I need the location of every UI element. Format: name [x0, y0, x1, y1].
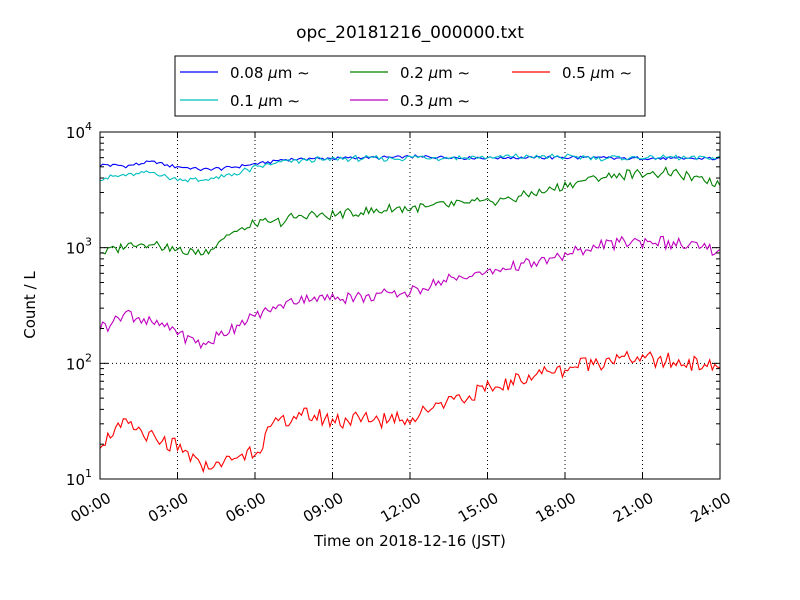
x-tick-label: 21:00: [610, 489, 656, 526]
series-line-0.1: [99, 153, 721, 183]
ticks: [99, 131, 721, 480]
x-tick-label: 15:00: [455, 489, 501, 526]
legend-label: 0.08 μm ∼: [230, 64, 310, 82]
legend-label: 0.3 μm ∼: [400, 92, 470, 110]
chart-title: opc_20181216_000000.txt: [296, 23, 524, 43]
series-line-0.2: [99, 166, 721, 256]
series-line-0.3: [99, 235, 721, 350]
legend-box: [174, 55, 646, 117]
legend-label: 0.1 μm ∼: [230, 92, 300, 110]
grid: [100, 132, 720, 479]
x-tick-label: 03:00: [145, 489, 191, 526]
x-tick-label: 00:00: [68, 489, 114, 526]
x-tick-label: 06:00: [223, 489, 269, 526]
y-axis-label: Count / L: [21, 271, 39, 339]
legend: 0.08 μm ∼ 0.1 μm ∼ 0.2 μm ∼ 0.3 μm ∼ 0.5 μm …: [174, 55, 646, 117]
x-tick-labels: 00:00 03:00 06:00 09:00 12:00 15:00 18:00 21:00…: [68, 489, 734, 526]
y-tick-label: 104: [66, 120, 92, 142]
series-lines: [99, 153, 721, 474]
y-tick-label: 102: [66, 351, 92, 373]
legend-label: 0.5 μm ∼: [562, 64, 632, 82]
x-tick-label: 12:00: [378, 489, 424, 526]
x-axis-label: Time on 2018-12-16 (JST): [313, 532, 506, 550]
series-line-0.5: [99, 350, 721, 474]
plot-area: [100, 132, 720, 479]
x-tick-label: 24:00: [688, 489, 734, 526]
x-tick-label: 18:00: [533, 489, 579, 526]
y-tick-labels: 101 102 103 104: [66, 120, 92, 489]
x-tick-label: 09:00: [300, 489, 346, 526]
y-tick-label: 103: [66, 236, 92, 258]
y-tick-label: 101: [66, 467, 92, 489]
legend-label: 0.2 μm ∼: [400, 64, 470, 82]
